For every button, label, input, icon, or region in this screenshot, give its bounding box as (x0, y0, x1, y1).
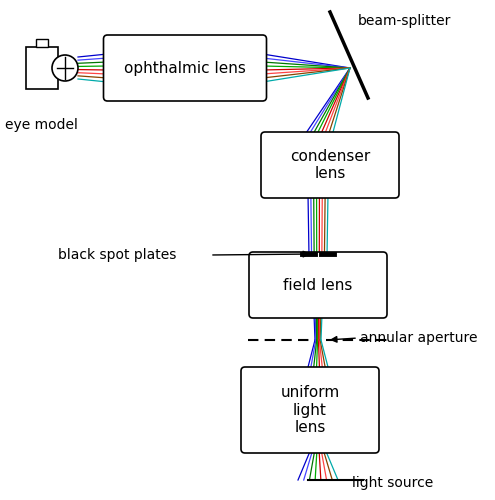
Text: condenser
lens: condenser lens (290, 149, 370, 181)
Text: ophthalmic lens: ophthalmic lens (124, 60, 246, 76)
Text: annular aperture: annular aperture (360, 331, 478, 345)
Text: light source: light source (352, 476, 433, 490)
Text: beam-splitter: beam-splitter (358, 14, 451, 28)
Text: field lens: field lens (283, 278, 352, 292)
Bar (26, 47, 58, 89)
Bar (36, 39, 49, 47)
FancyBboxPatch shape (103, 35, 266, 101)
Text: eye model: eye model (5, 118, 78, 132)
FancyBboxPatch shape (261, 132, 399, 198)
FancyBboxPatch shape (249, 252, 387, 318)
Text: black spot plates: black spot plates (58, 248, 176, 262)
FancyBboxPatch shape (241, 367, 379, 453)
Text: uniform
light
lens: uniform light lens (280, 385, 340, 435)
Circle shape (52, 55, 78, 81)
